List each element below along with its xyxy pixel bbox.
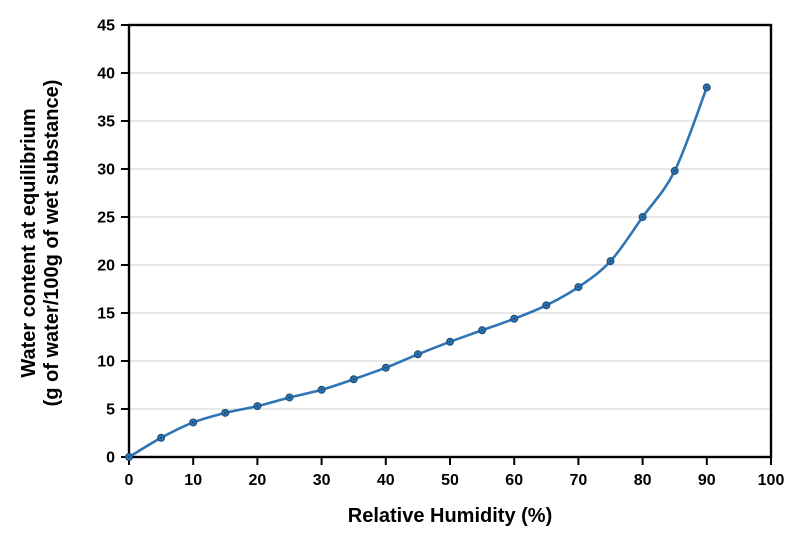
x-tick-label: 0 [125, 472, 134, 489]
y-tick-label: 35 [97, 114, 115, 131]
y-tick-labels: 0 5 10 15 20 25 30 35 40 45 [97, 18, 115, 467]
data-point-marker-center [127, 455, 131, 459]
x-tick-label: 10 [184, 472, 202, 489]
data-point-marker-center [448, 340, 452, 343]
y-tick-label: 25 [97, 210, 115, 227]
data-point-marker-center [513, 317, 516, 320]
y-tick-label: 45 [97, 18, 115, 35]
data-point-marker-center [256, 404, 259, 408]
x-tick-label: 50 [441, 472, 459, 489]
data-point-marker-center [480, 329, 484, 332]
data-point-marker-center [320, 388, 323, 391]
x-tick-label: 70 [570, 472, 588, 489]
data-point-marker-center [192, 421, 195, 424]
y-tick-label: 15 [97, 306, 115, 323]
gridlines [129, 72, 771, 410]
data-point-marker-center [288, 396, 291, 399]
x-tick-label: 40 [377, 472, 395, 489]
plot-border [127, 23, 773, 459]
data-point-marker-center [352, 378, 355, 381]
x-tick-label: 100 [758, 472, 785, 489]
data-point-marker-center [577, 285, 580, 289]
x-tick-labels: 0 10 20 30 40 50 60 70 80 90 100 [125, 472, 785, 489]
axis-ticks [121, 24, 772, 465]
y-tick-label: 40 [97, 66, 115, 83]
data-point-marker-center [673, 169, 676, 173]
y-axis-title-line1: Water content at equilibrium [18, 108, 40, 378]
x-tick-label: 80 [634, 472, 652, 489]
data-point-marker-center [705, 86, 708, 89]
x-tick-label: 60 [505, 472, 523, 489]
data-point-marker-center [416, 353, 420, 356]
data-point-marker-center [384, 366, 387, 369]
y-axis-title-line2: (g of water/100g of wet substance) [41, 79, 63, 407]
y-tick-label: 5 [106, 402, 115, 419]
data-point-markers [124, 83, 711, 462]
data-point-marker-center [545, 304, 548, 307]
x-tick-label: 90 [698, 472, 716, 489]
data-point-marker-center [609, 259, 612, 263]
x-tick-label: 30 [313, 472, 331, 489]
data-point-marker-center [641, 215, 644, 219]
x-tick-label: 20 [249, 472, 267, 489]
y-axis-title: Water content at equilibrium (g of water… [18, 80, 64, 407]
y-tick-label: 30 [97, 162, 115, 179]
y-tick-label: 10 [97, 354, 115, 371]
data-series-line [127, 86, 709, 459]
y-tick-label: 0 [106, 450, 115, 467]
data-point-marker-center [224, 411, 227, 415]
x-axis-title: Relative Humidity (%) [347, 505, 553, 527]
y-tick-label: 20 [97, 258, 115, 275]
data-point-marker-center [159, 436, 163, 439]
